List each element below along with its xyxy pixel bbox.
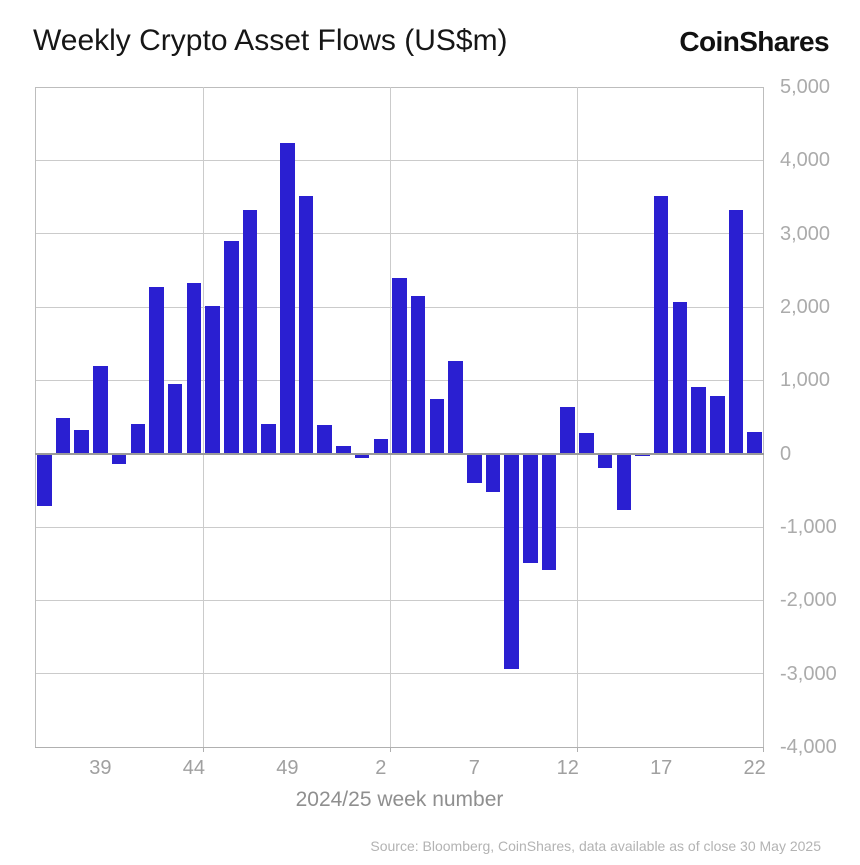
- bar-week-5: [429, 398, 445, 454]
- x-axis-label: 44: [182, 757, 205, 779]
- bar-week-16: [635, 453, 650, 457]
- y-axis-label: 3,000: [780, 222, 831, 245]
- bar-week-48: [261, 423, 276, 454]
- x-axis-label: 12: [556, 757, 579, 779]
- chart-title: Weekly Crypto Asset Flows (US$m): [33, 24, 508, 57]
- bar-week-18: [672, 301, 688, 454]
- x-axis-tick: [576, 747, 578, 752]
- plot-border-left: [35, 87, 36, 747]
- bar-week-40: [111, 453, 127, 464]
- y-axis-label: -3,000: [780, 662, 837, 685]
- bar-week-52: [336, 445, 351, 454]
- bar-week-14: [597, 453, 613, 469]
- x-axis-label: 17: [650, 757, 673, 779]
- y-axis-label: 4,000: [780, 149, 831, 172]
- gridline-y: [35, 233, 764, 235]
- y-axis-label: 2,000: [780, 296, 831, 318]
- bar-week-8: [485, 453, 501, 492]
- y-axis-label: 0: [780, 442, 792, 465]
- gridline-x: [389, 87, 391, 747]
- bar-week-3: [392, 277, 407, 454]
- bar-week-9: [504, 453, 519, 670]
- x-axis-label: 2: [375, 757, 387, 779]
- bar-week-17: [653, 196, 669, 454]
- bar-week-11: [541, 453, 557, 571]
- bar-week-7: [467, 453, 482, 483]
- source-note: Source: Bloomberg, CoinShares, data avai…: [370, 838, 821, 854]
- bar-week-44: [186, 282, 202, 454]
- bar-week-15: [616, 453, 632, 511]
- bar-week-10: [523, 453, 538, 563]
- gridline-y: [35, 673, 764, 675]
- gridline-y: [35, 86, 764, 88]
- bar-week-22: [747, 432, 762, 454]
- x-axis-label: 22: [743, 757, 766, 779]
- bar-week-37: [55, 417, 71, 454]
- bar-week-13: [579, 433, 594, 454]
- coinshares-logo: CoinShares: [679, 26, 829, 57]
- gridline-y: [35, 599, 764, 601]
- x-axis-title: 2024/25 week number: [295, 788, 504, 811]
- plot-border-right: [763, 87, 764, 747]
- bar-week-21: [728, 210, 744, 454]
- x-axis-tick: [762, 747, 764, 752]
- x-axis-label: 49: [276, 757, 299, 779]
- x-axis-line: [35, 746, 764, 748]
- bar-week-2: [373, 439, 389, 454]
- bar-week-49: [280, 143, 295, 454]
- bar-week-1: [354, 453, 370, 459]
- bar-week-39: [93, 365, 108, 454]
- x-axis-tick: [389, 747, 391, 752]
- plot-area: [35, 86, 764, 752]
- x-axis-tick: [202, 747, 204, 752]
- bar-week-46: [224, 241, 239, 454]
- bar-week-41: [130, 424, 146, 454]
- bar-week-12: [560, 406, 575, 454]
- y-axis-label: -1,000: [780, 516, 837, 538]
- gridline-x: [202, 87, 204, 747]
- bar-week-38: [74, 430, 89, 454]
- bar-week-45: [205, 305, 220, 454]
- gridline-x: [576, 87, 578, 747]
- bar-week-43: [167, 384, 183, 454]
- bar-week-20: [710, 395, 725, 454]
- bar-week-47: [242, 210, 258, 454]
- y-axis-label: 1,000: [780, 369, 831, 392]
- zero-line: [35, 452, 764, 455]
- bar-week-4: [410, 296, 426, 454]
- gridline-y: [35, 159, 764, 161]
- y-axis-label: 5,000: [780, 76, 831, 98]
- bar-week-19: [691, 386, 706, 454]
- bar-week-36: [37, 453, 52, 507]
- y-axis-label: -4,000: [780, 736, 837, 758]
- bar-week-42: [149, 287, 164, 454]
- gridline-y: [35, 526, 764, 528]
- x-axis-label: 7: [468, 757, 480, 779]
- x-axis-label: 39: [89, 757, 112, 779]
- y-axis-label: -2,000: [780, 589, 837, 612]
- bar-week-6: [448, 361, 463, 454]
- bar-week-50: [298, 195, 314, 454]
- bar-week-51: [317, 425, 332, 454]
